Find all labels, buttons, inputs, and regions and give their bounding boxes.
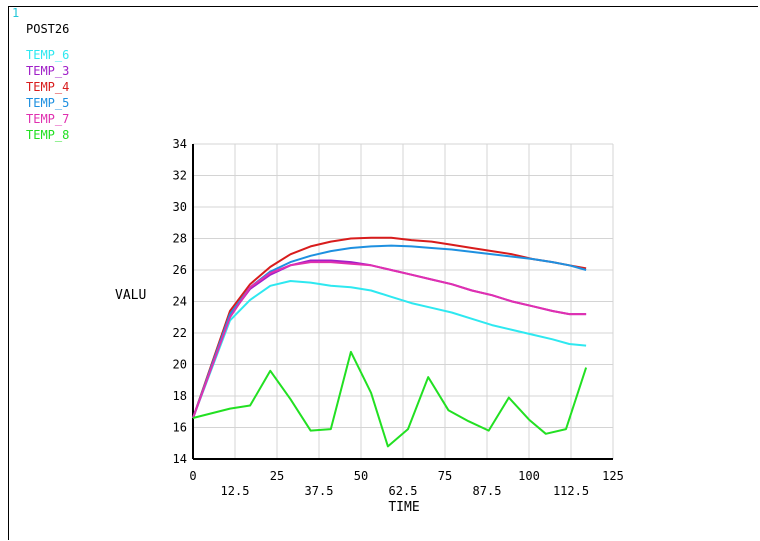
x-tick-labels: 0 12.5 25 37.5 50 62.5 75 87.5 100 112.5 125 xyxy=(189,469,623,498)
y-tick-label: 34 xyxy=(173,137,187,151)
x-tick-label: 12.5 xyxy=(221,484,250,498)
y-tick-label: 16 xyxy=(173,421,187,435)
y-tick-label: 32 xyxy=(173,169,187,183)
series-line-temp-4 xyxy=(192,236,587,419)
legend-entry-temp-7: TEMP_7 xyxy=(26,112,70,126)
y-tick-label: 20 xyxy=(173,358,187,372)
x-tick-label: 50 xyxy=(354,469,368,483)
graphics-window-frame xyxy=(8,6,758,540)
y-tick-label: 14 xyxy=(173,452,187,466)
legend-entry-temp-4: TEMP_4 xyxy=(26,80,70,94)
series-line-temp-7 xyxy=(192,261,587,419)
y-tick-label: 26 xyxy=(173,263,187,277)
x-tick-label: 0 xyxy=(189,469,196,483)
y-tick-label: 18 xyxy=(173,389,187,403)
y-tick-label: 28 xyxy=(173,232,187,246)
x-tick-label: 112.5 xyxy=(553,484,589,498)
series-line-temp-6 xyxy=(192,280,587,419)
legend: TEMP_6 TEMP_3 TEMP_4 TEMP_5 TEMP_7 TEMP_… xyxy=(26,47,69,143)
series-line-temp-5 xyxy=(192,244,587,419)
x-tick-label: 62.5 xyxy=(389,484,418,498)
y-tick-labels: 14 16 18 20 22 24 26 28 30 32 34 xyxy=(173,137,187,466)
x-tick-label: 87.5 xyxy=(473,484,502,498)
x-tick-label: 75 xyxy=(438,469,452,483)
window-number: 1 xyxy=(12,6,20,20)
y-tick-label: 30 xyxy=(173,200,187,214)
series-lines xyxy=(192,236,588,448)
x-tick-label: 25 xyxy=(270,469,284,483)
legend-entry-temp-8: TEMP_8 xyxy=(26,128,70,142)
x-tick-label: 100 xyxy=(518,469,540,483)
x-tick-label: 37.5 xyxy=(305,484,334,498)
legend-entry-temp-5: TEMP_5 xyxy=(26,96,70,110)
series-line-temp-3 xyxy=(192,259,587,419)
plot-title: POST26 xyxy=(26,22,70,36)
series-line-temp-8 xyxy=(192,350,588,448)
y-tick-label: 22 xyxy=(173,326,187,340)
legend-entry-temp-6: TEMP_6 xyxy=(26,48,70,62)
y-axis-label: VALU xyxy=(115,288,146,303)
x-axis-label: TIME xyxy=(388,500,419,515)
axes xyxy=(192,144,613,460)
y-tick-label: 24 xyxy=(173,295,187,309)
legend-entry-temp-3: TEMP_3 xyxy=(26,64,70,78)
x-tick-label: 125 xyxy=(602,469,624,483)
